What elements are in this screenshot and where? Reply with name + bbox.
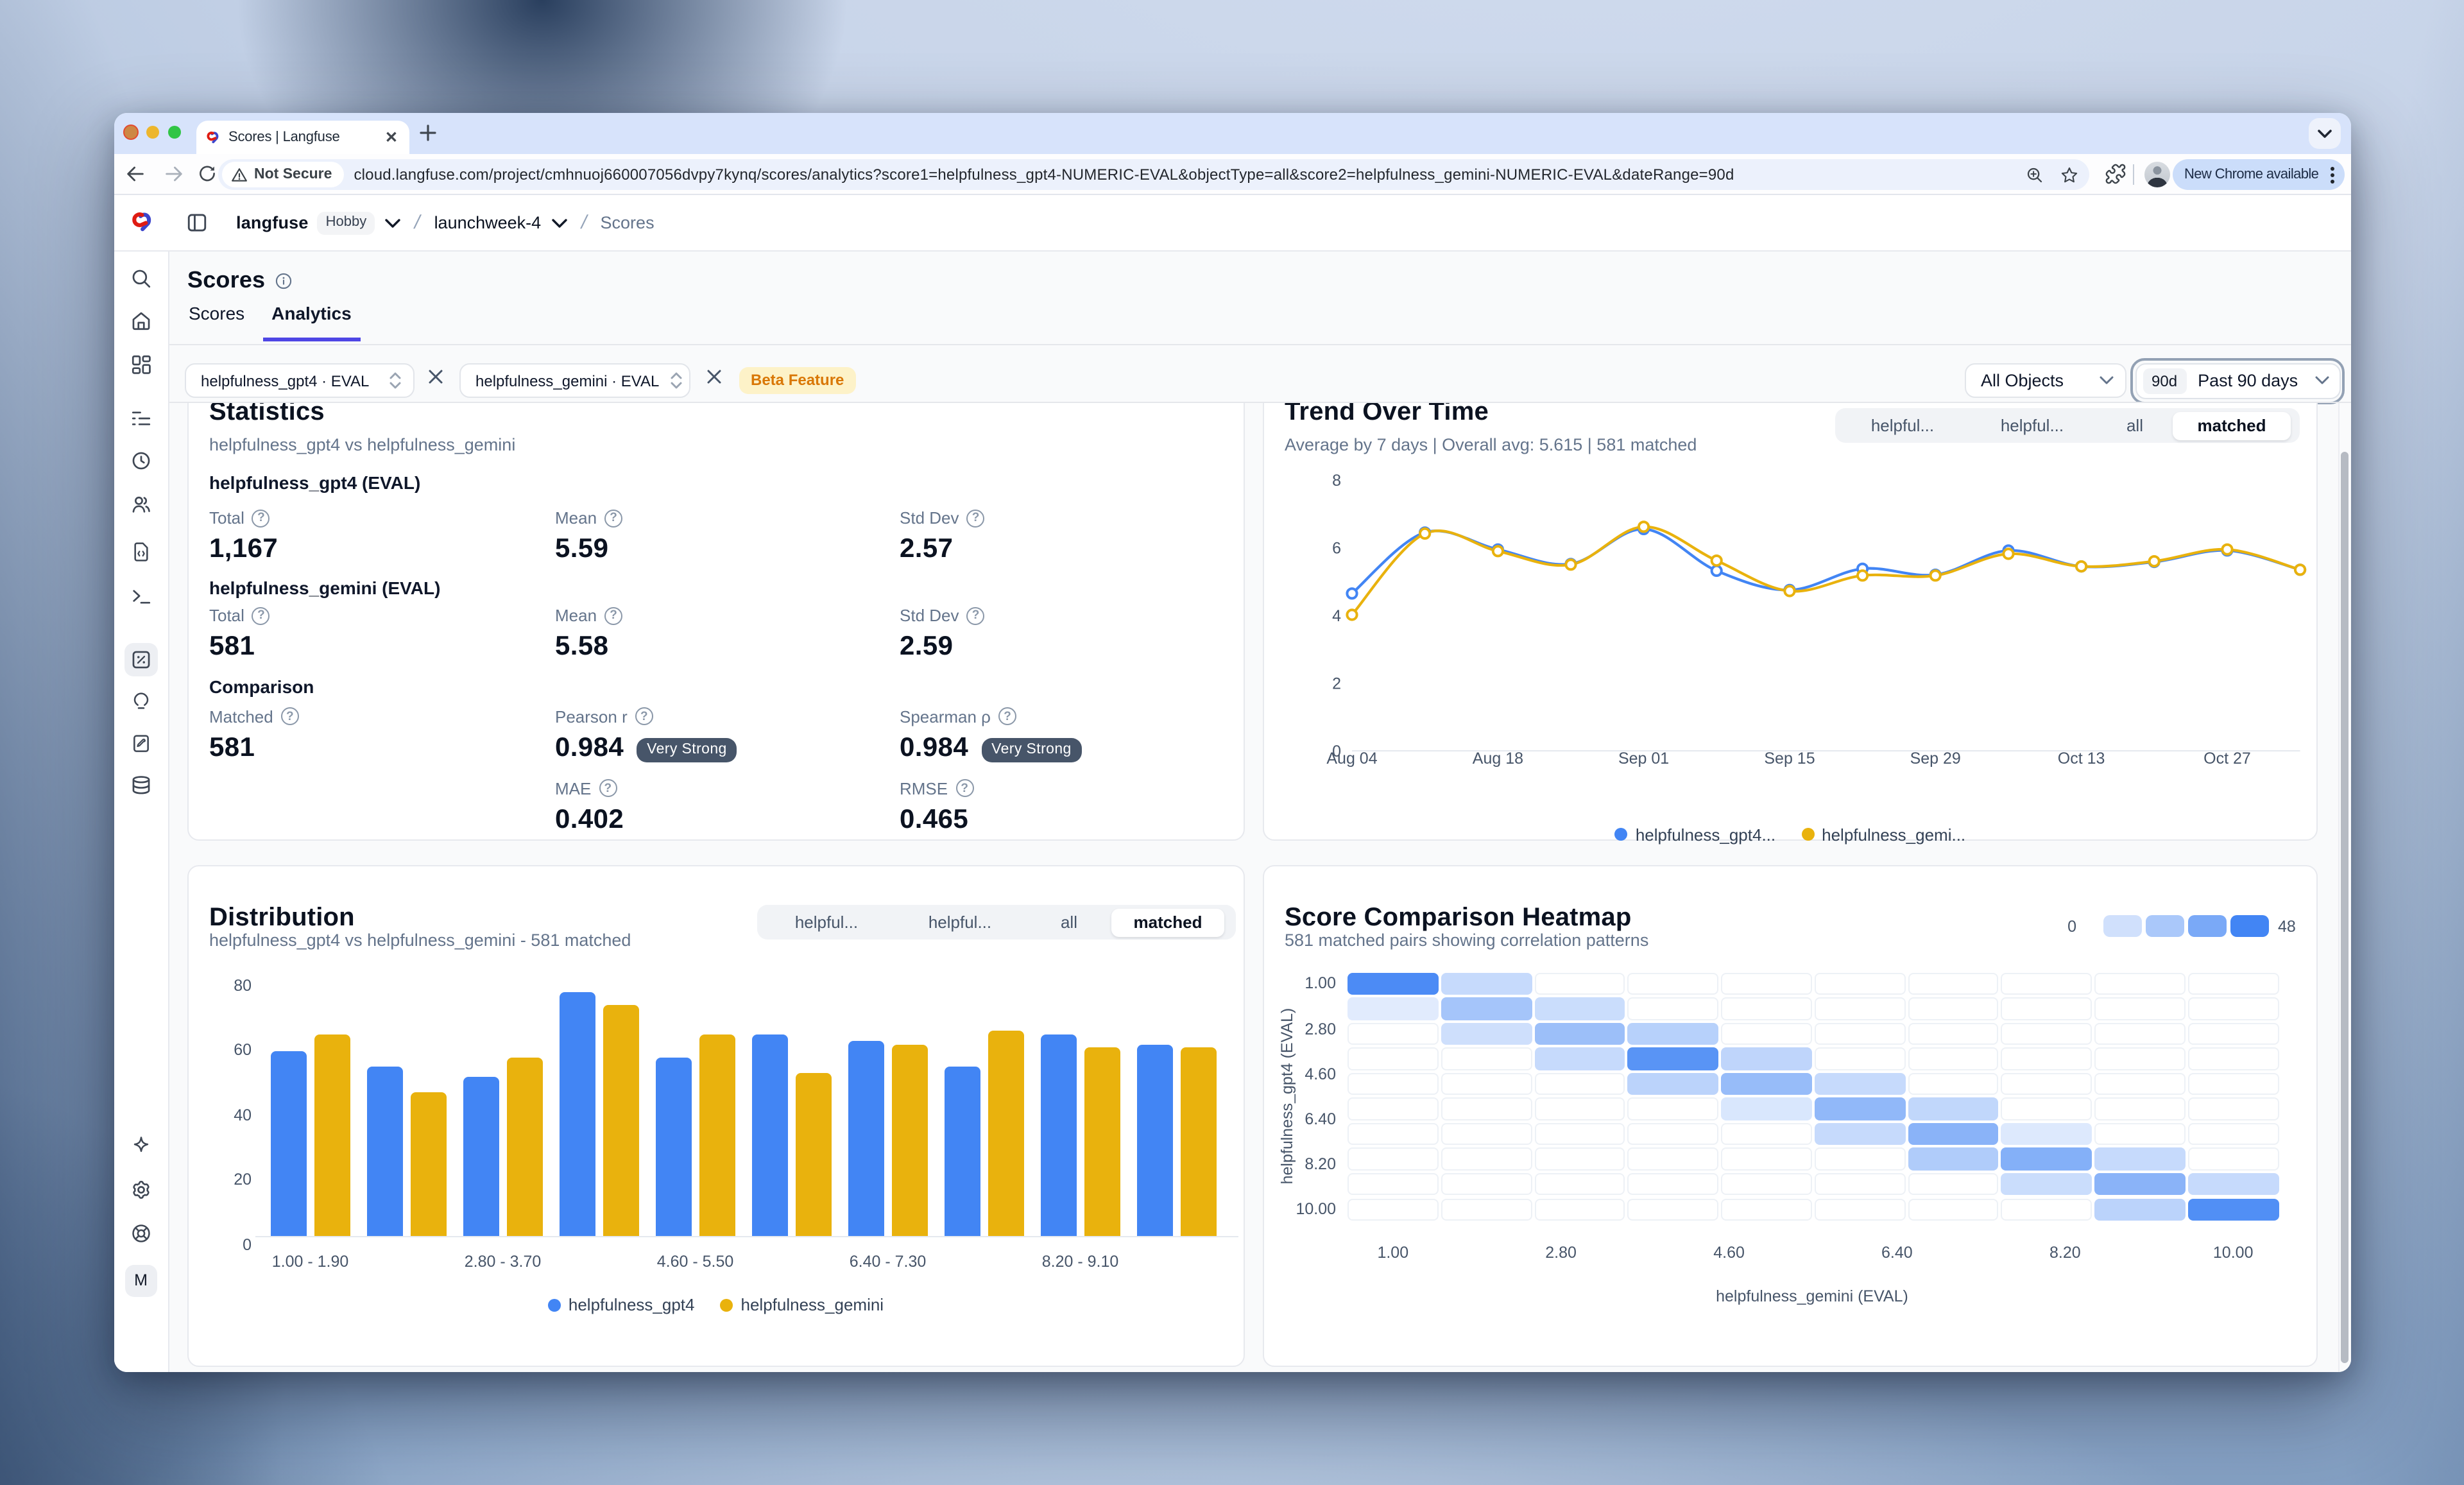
- svg-text:Aug 04: Aug 04: [1326, 749, 1377, 767]
- svg-text:Sep 01: Sep 01: [1618, 749, 1669, 767]
- svg-text:Sep 29: Sep 29: [1910, 749, 1961, 767]
- svg-text:2: 2: [1332, 674, 1341, 692]
- svg-text:0: 0: [1332, 742, 1341, 760]
- svg-text:Oct 13: Oct 13: [2058, 749, 2105, 767]
- svg-text:8: 8: [1332, 471, 1341, 489]
- svg-text:Aug 18: Aug 18: [1473, 749, 1523, 767]
- svg-text:6: 6: [1332, 539, 1341, 557]
- svg-text:4: 4: [1332, 606, 1341, 624]
- svg-text:Oct 27: Oct 27: [2203, 749, 2251, 767]
- svg-text:Sep 15: Sep 15: [1764, 749, 1815, 767]
